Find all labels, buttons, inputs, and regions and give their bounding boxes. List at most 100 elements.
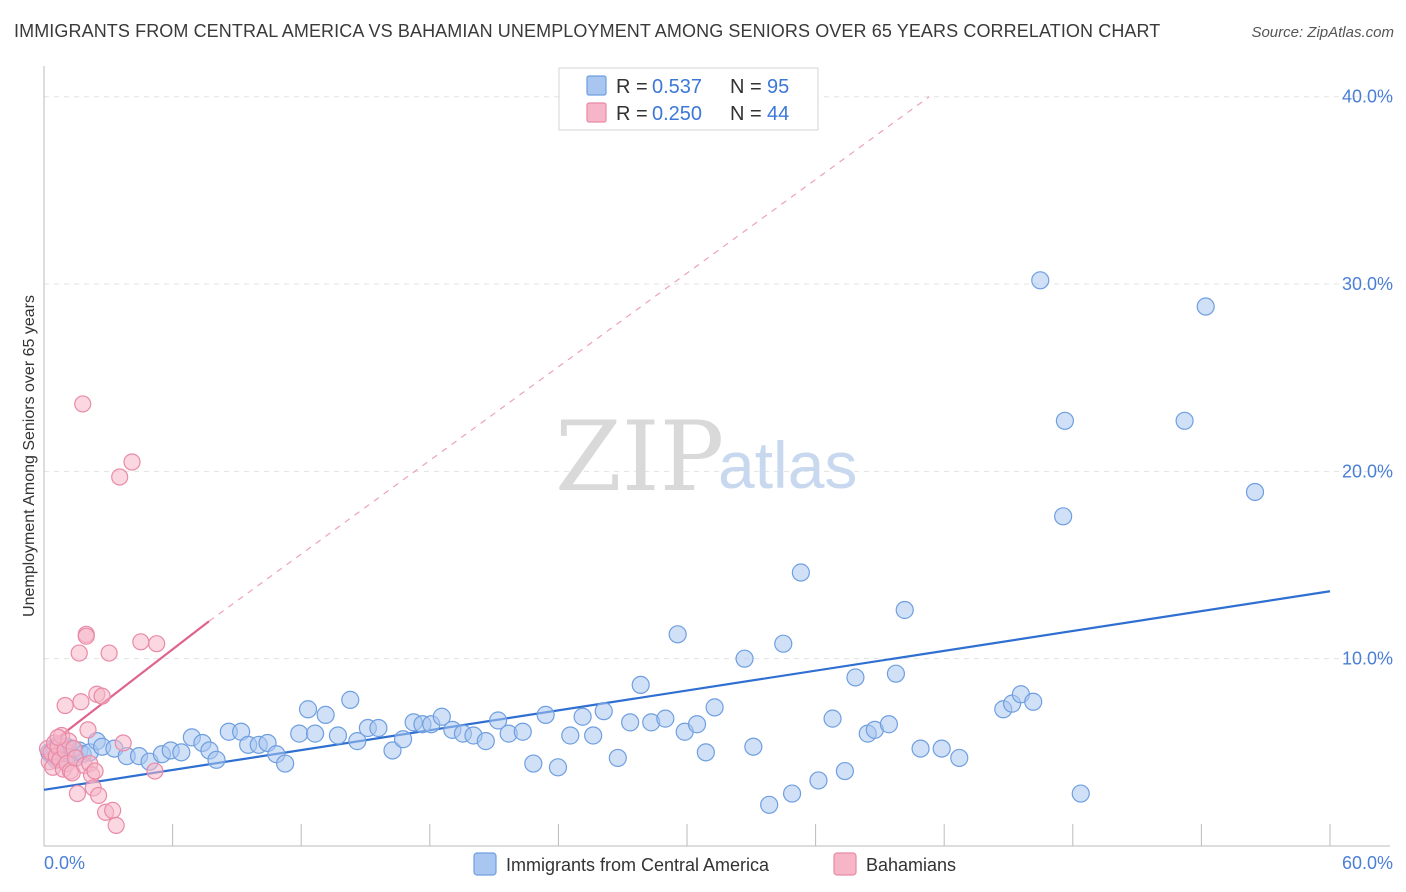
data-point-immigrants bbox=[774, 634, 793, 653]
data-point-immigrants bbox=[548, 758, 568, 777]
data-point-bahamians bbox=[146, 762, 164, 780]
legend-swatch-blue bbox=[586, 75, 607, 96]
data-point-bahamians bbox=[77, 627, 95, 645]
data-point-immigrants bbox=[835, 761, 854, 781]
data-point-immigrants bbox=[950, 748, 969, 768]
data-point-immigrants bbox=[276, 754, 295, 773]
x-tick-label: 60.0% bbox=[1342, 853, 1393, 873]
data-point-immigrants bbox=[809, 771, 828, 790]
data-point-immigrants bbox=[846, 668, 865, 687]
legend-n-label: N = bbox=[730, 103, 762, 125]
data-point-immigrants bbox=[432, 707, 451, 726]
data-point-immigrants bbox=[631, 675, 650, 695]
data-point-immigrants bbox=[573, 707, 592, 726]
data-point-bahamians bbox=[107, 816, 125, 834]
data-point-immigrants bbox=[1055, 411, 1075, 430]
data-point-immigrants bbox=[369, 718, 388, 738]
data-point-immigrants bbox=[608, 748, 627, 768]
data-point-immigrants bbox=[1175, 411, 1194, 430]
data-point-immigrants bbox=[1054, 507, 1073, 526]
axes bbox=[43, 66, 1390, 847]
data-point-immigrants bbox=[823, 709, 842, 728]
data-point-immigrants bbox=[316, 705, 335, 724]
data-point-bahamians bbox=[79, 721, 97, 739]
data-point-immigrants bbox=[760, 795, 779, 814]
data-point-immigrants bbox=[791, 563, 810, 582]
y-tick-label: 40.0% bbox=[1342, 87, 1393, 107]
legend-swatch-blue bbox=[473, 852, 497, 876]
data-point-bahamians bbox=[114, 734, 132, 752]
legend-n-value: 44 bbox=[767, 103, 789, 125]
data-point-bahamians bbox=[49, 728, 67, 746]
data-point-bahamians bbox=[89, 786, 108, 805]
watermark-atlas: atlas bbox=[718, 428, 857, 502]
data-point-immigrants bbox=[536, 705, 555, 724]
trend-lines bbox=[43, 96, 1331, 791]
data-point-immigrants bbox=[668, 625, 687, 644]
series-bahamians bbox=[38, 395, 166, 834]
data-point-immigrants bbox=[879, 715, 898, 734]
y-tick-label: 30.0% bbox=[1342, 274, 1393, 294]
data-point-immigrants bbox=[687, 715, 707, 734]
legend-r-value: 0.250 bbox=[652, 103, 702, 125]
legend-r-label: R = bbox=[616, 103, 648, 125]
correlation-legend: R = 0.537 N = 95 R = 0.250 N = 44 bbox=[558, 67, 819, 131]
x-tick-label: 0.0% bbox=[44, 853, 85, 873]
data-point-bahamians bbox=[104, 801, 122, 820]
data-point-immigrants bbox=[489, 711, 508, 730]
data-point-immigrants bbox=[305, 724, 325, 743]
data-point-immigrants bbox=[561, 726, 580, 745]
data-point-bahamians bbox=[74, 395, 92, 413]
data-point-bahamians bbox=[123, 453, 141, 471]
trend-line-immigrants bbox=[43, 590, 1331, 791]
data-point-bahamians bbox=[93, 687, 111, 705]
data-point-immigrants bbox=[744, 737, 763, 756]
data-point-immigrants bbox=[895, 600, 914, 620]
data-point-immigrants bbox=[1024, 692, 1043, 711]
y-tick-label: 10.0% bbox=[1342, 649, 1393, 669]
series-immigrants-central-america bbox=[40, 271, 1265, 814]
grid-lines bbox=[44, 96, 1390, 660]
data-point-immigrants bbox=[1031, 271, 1050, 290]
data-point-immigrants bbox=[383, 741, 402, 760]
data-point-immigrants bbox=[524, 754, 543, 773]
data-point-immigrants bbox=[172, 743, 191, 762]
data-point-immigrants bbox=[476, 732, 495, 751]
data-point-bahamians bbox=[100, 644, 118, 662]
data-point-bahamians bbox=[72, 693, 90, 711]
data-point-immigrants bbox=[341, 690, 360, 709]
legend-swatch-pink bbox=[833, 852, 857, 876]
legend-r-label: R = bbox=[616, 76, 648, 98]
data-point-immigrants bbox=[932, 739, 951, 758]
data-point-immigrants bbox=[513, 722, 532, 741]
legend-n-value: 95 bbox=[767, 76, 789, 98]
source-credit: Source: ZipAtlas.com bbox=[1251, 24, 1394, 41]
data-point-immigrants bbox=[328, 726, 348, 745]
tick-labels: 10.0% 20.0% 30.0% 40.0% 0.0% 60.0% bbox=[44, 87, 1393, 873]
data-point-immigrants bbox=[348, 732, 367, 751]
data-point-immigrants bbox=[735, 649, 754, 668]
data-point-immigrants bbox=[696, 743, 715, 762]
data-point-immigrants bbox=[393, 730, 413, 749]
data-point-bahamians bbox=[86, 762, 104, 780]
data-point-immigrants bbox=[290, 724, 309, 743]
data-point-bahamians bbox=[148, 635, 166, 653]
legend-label-immigrants: Immigrants from Central America bbox=[506, 855, 770, 875]
watermark-zip: ZIP bbox=[555, 401, 724, 513]
y-axis-label: Unemployment Among Seniors over 65 years bbox=[21, 295, 38, 617]
data-point-bahamians bbox=[68, 784, 87, 803]
data-point-immigrants bbox=[656, 709, 675, 728]
data-point-immigrants bbox=[594, 702, 613, 721]
data-point-bahamians bbox=[56, 696, 74, 715]
data-point-immigrants bbox=[207, 750, 226, 769]
data-point-bahamians bbox=[132, 633, 150, 651]
legend-swatch-pink bbox=[586, 102, 607, 123]
data-point-immigrants bbox=[298, 700, 318, 719]
data-point-bahamians bbox=[111, 468, 129, 486]
trend-line-bahamians bbox=[43, 620, 210, 750]
legend-r-value: 0.537 bbox=[652, 76, 702, 98]
data-point-immigrants bbox=[1245, 482, 1265, 502]
data-point-immigrants bbox=[782, 784, 802, 803]
y-tick-label: 20.0% bbox=[1342, 461, 1393, 481]
